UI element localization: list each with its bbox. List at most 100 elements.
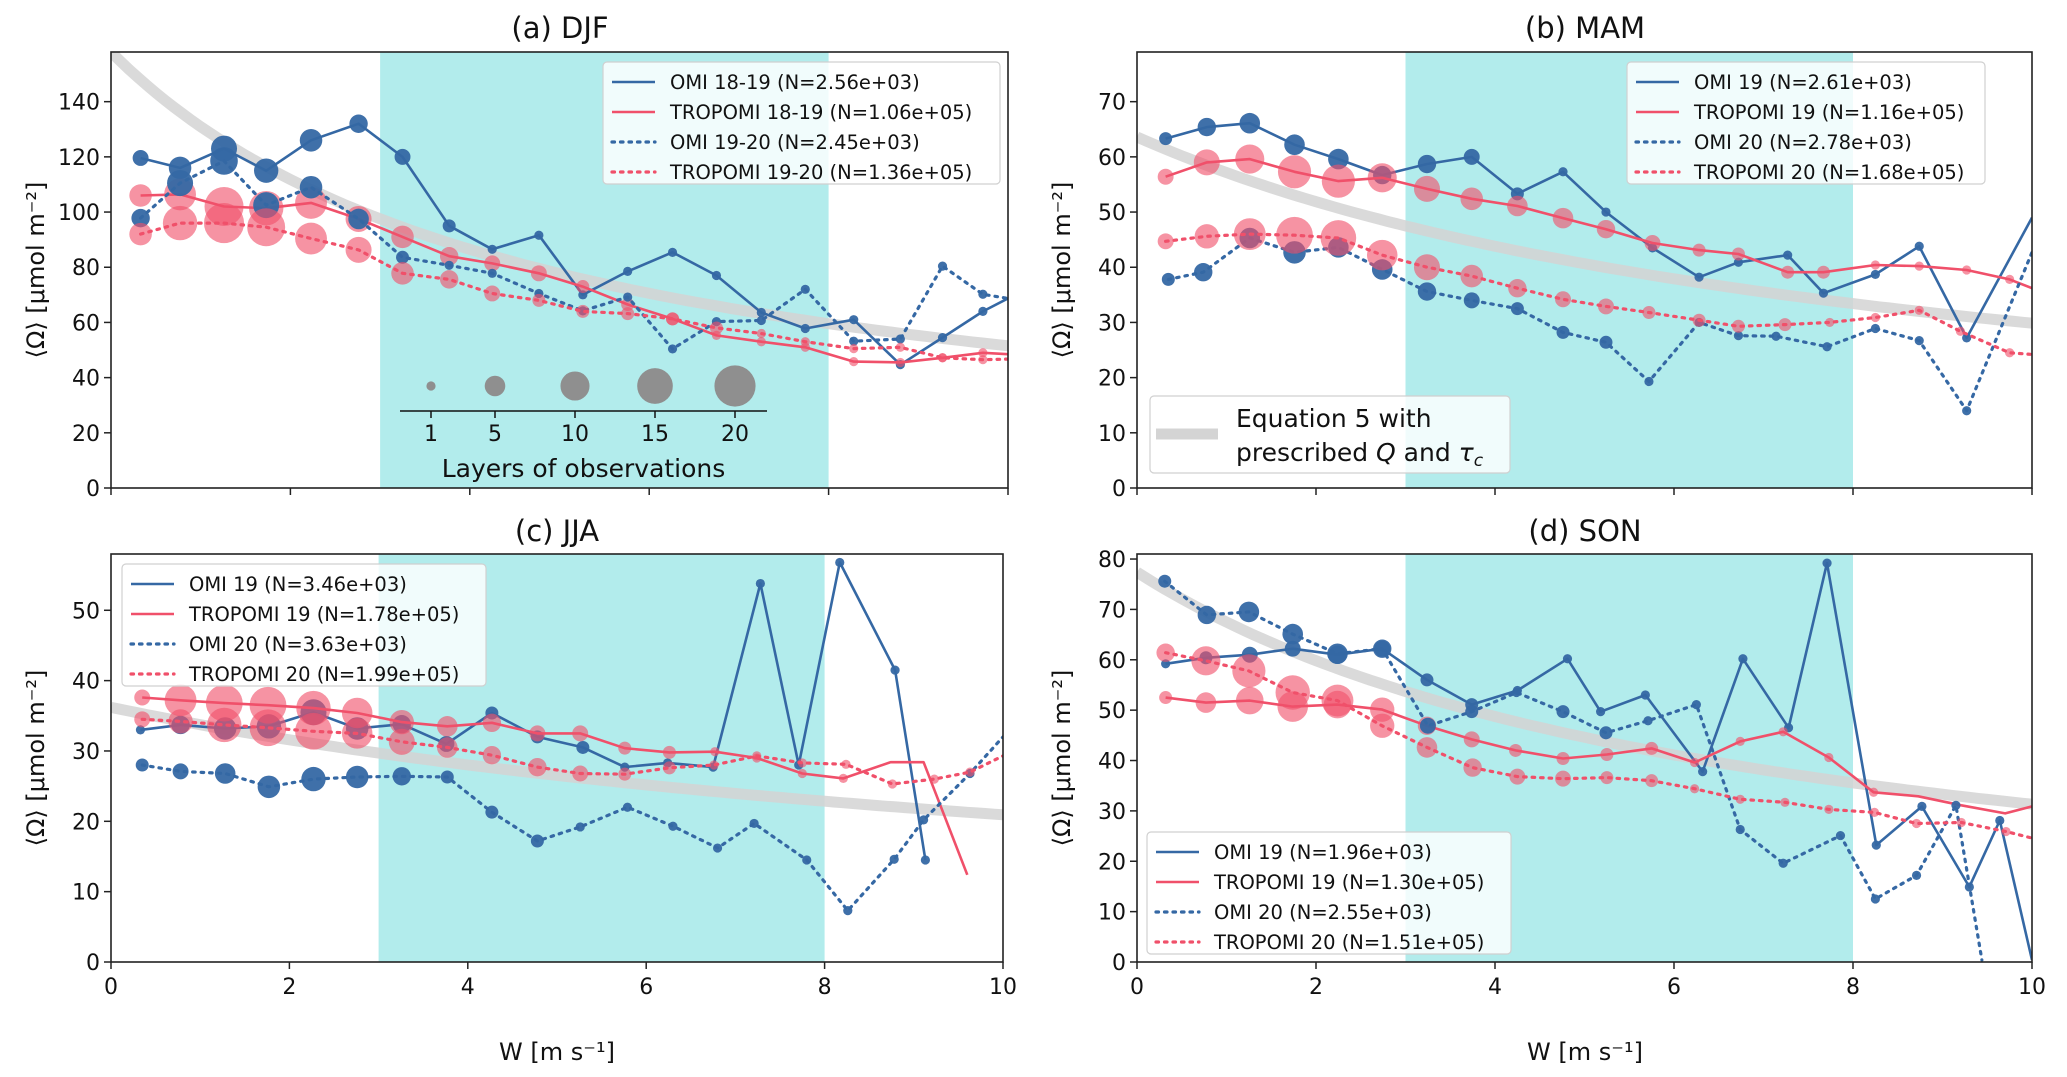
- data-point: [1914, 336, 1924, 346]
- data-point: [667, 344, 678, 354]
- size-legend-tick-label: 1: [424, 422, 438, 447]
- data-point: [436, 737, 458, 758]
- data-point: [2005, 348, 2015, 358]
- x-tick-label: 10: [989, 975, 1017, 1000]
- x-tick-label: 8: [1846, 975, 1860, 1000]
- data-point: [1783, 250, 1793, 260]
- size-legend-marker: [426, 381, 436, 391]
- data-point: [1321, 164, 1355, 198]
- data-point: [849, 344, 859, 354]
- data-point: [978, 306, 988, 316]
- data-point: [1914, 305, 1924, 315]
- data-point: [800, 284, 810, 294]
- y-tick-label: 80: [1098, 548, 1126, 573]
- data-point: [1191, 646, 1221, 676]
- y-tick-label: 20: [1098, 850, 1126, 875]
- equation-5-curve: [1137, 131, 2032, 329]
- data-point: [575, 822, 585, 832]
- legend-label: OMI 19-20 (N=2.45e+03): [670, 131, 920, 154]
- legend-label: TROPOMI 19 (N=1.16e+05): [1693, 101, 1964, 124]
- data-point: [1416, 737, 1438, 758]
- data-point: [1911, 870, 1922, 880]
- y-axis-label-b: ⟨Ω⟩ [μmol m⁻²]: [1048, 182, 1076, 359]
- x-axis-label-c: W [m s⁻¹]: [499, 1038, 615, 1066]
- data-point: [1558, 167, 1568, 177]
- data-point: [391, 225, 414, 249]
- data-point: [1159, 132, 1173, 146]
- axes-frame: [1136, 553, 2033, 963]
- y-tick-label: 80: [72, 256, 100, 281]
- series-tropomi-dotted: [129, 203, 1008, 365]
- data-point: [1645, 741, 1659, 755]
- data-point: [172, 763, 189, 780]
- data-point: [482, 745, 502, 765]
- data-point: [1871, 840, 1881, 850]
- data-point: [1195, 692, 1217, 713]
- equation-legend: Equation 5 with prescribed Q and τc: [1149, 395, 1511, 474]
- data-point: [1599, 335, 1613, 349]
- data-point: [167, 170, 194, 197]
- data-point: [207, 707, 242, 743]
- data-point: [889, 854, 899, 864]
- y-tick-label: 50: [72, 599, 100, 624]
- series-tropomi-dotted: [1156, 643, 2032, 840]
- data-point: [1835, 830, 1846, 841]
- data-point: [1327, 643, 1348, 665]
- data-point: [1413, 254, 1440, 281]
- size-legend-marker: [637, 368, 673, 404]
- plot-area: [111, 557, 1003, 916]
- legend-label: TROPOMI 19 (N=1.30e+05): [1213, 871, 1484, 894]
- data-point: [1555, 291, 1571, 308]
- data-point: [394, 148, 411, 165]
- data-point: [1328, 148, 1349, 170]
- data-point: [1870, 312, 1880, 323]
- data-point: [1870, 323, 1880, 334]
- legend-label: OMI 19 (N=1.96e+03): [1214, 841, 1432, 864]
- data-point: [1951, 800, 1961, 810]
- data-point: [1235, 144, 1265, 174]
- data-point: [214, 763, 236, 784]
- data-point: [1868, 787, 1879, 797]
- legend-label: OMI 18-19 (N=2.56e+03): [670, 71, 920, 94]
- data-point: [576, 740, 590, 754]
- data-point: [1778, 858, 1788, 868]
- panel-b: 0 10 20 30 40 50 60 70 OMI 19 (N=2.61e+03) TROPOM…: [1098, 51, 2033, 502]
- legend-label: TROPOMI 20 (N=1.51e+05): [1213, 931, 1484, 954]
- data-point: [1465, 705, 1479, 719]
- data-point: [1644, 376, 1654, 387]
- data-point: [929, 774, 939, 784]
- data-point: [345, 765, 369, 789]
- data-point: [1463, 148, 1480, 165]
- data-point: [1556, 705, 1570, 719]
- data-point: [711, 270, 722, 281]
- equation-legend-line2: prescribed Q and τc: [1236, 438, 1484, 471]
- data-point: [576, 304, 590, 318]
- data-point: [1555, 770, 1571, 787]
- data-point: [257, 775, 281, 799]
- legend-label: TROPOMI 19-20 (N=1.36e+05): [669, 161, 972, 184]
- data-point: [1562, 654, 1573, 664]
- data-point: [849, 357, 859, 367]
- data-point: [1460, 264, 1483, 288]
- x-tick-label: 2: [1309, 975, 1323, 1000]
- legend-box: [602, 61, 1001, 185]
- data-point: [210, 147, 238, 175]
- data-point: [1277, 155, 1312, 189]
- data-point: [1158, 574, 1172, 588]
- size-legend-tick-label: 20: [721, 422, 749, 447]
- data-point: [439, 247, 459, 266]
- x-tick-label: 6: [1667, 975, 1681, 1000]
- data-point: [485, 805, 499, 819]
- y-tick-label: 40: [72, 367, 100, 392]
- data-point: [797, 758, 807, 768]
- equation-legend-line2-mid: and: [1396, 438, 1459, 467]
- data-point: [797, 768, 807, 779]
- legend-label: OMI 19 (N=2.61e+03): [1694, 71, 1912, 94]
- panel-title-b: (b) MAM: [1525, 11, 1645, 45]
- data-point: [835, 557, 845, 568]
- legend: OMI 19 (N=3.46e+03) TROPOMI 19 (N=1.78e+0…: [121, 563, 487, 687]
- y-tick-label: 100: [58, 201, 100, 226]
- panel-d: 0 10 20 30 40 50 60 70 80 0 2 4 6 8 10 OMI 19 (N=1.96e+…: [1098, 548, 2046, 1000]
- panel-c: 0 10 20 30 40 50 0 2 4 6 8 10 OMI 19 (N=3.46e+03) TRO…: [72, 553, 1017, 1000]
